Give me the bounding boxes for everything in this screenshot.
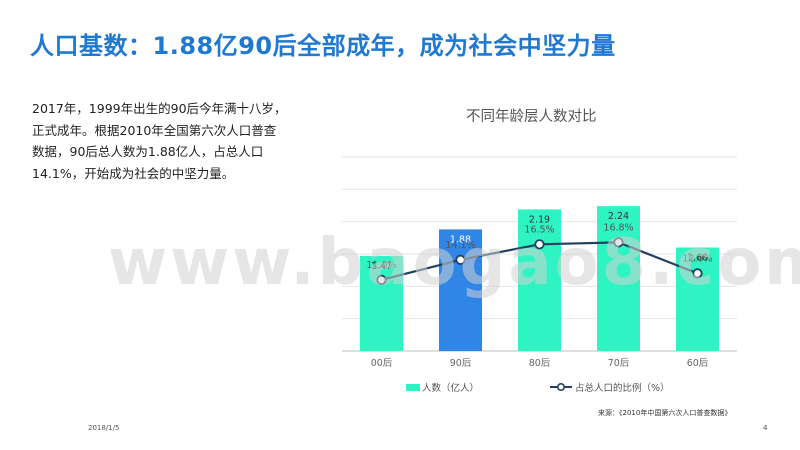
chart-title: 不同年龄层人数对比 [466,109,597,125]
x-tick-label: 70后 [608,358,630,369]
line-data-label: 16.5% [524,224,554,235]
bar-data-label: 2.24 [608,211,629,222]
x-tick-label: 60后 [687,358,709,369]
line-data-label: 16.8% [603,222,633,233]
page-number: 4 [763,424,768,432]
x-tick-label: 80后 [529,358,551,369]
bar [360,255,403,351]
line-data-label: 14.1% [445,240,475,251]
line-data-label: 12.0% [682,253,712,264]
bar [597,206,640,351]
line-point [613,237,624,248]
line-point [455,254,466,265]
slide-date: 2018/1/5 [88,424,120,432]
line-point [376,274,387,285]
line-data-label: 11.0% [366,260,396,271]
x-tick-label: 90后 [450,358,472,369]
legend-bar-label: 人数（亿人） [422,383,480,394]
body-line: 2017年，1999年出生的90后今年满十八岁， [32,101,287,116]
body-text: 2017年，1999年出生的90后今年满十八岁， 正式成年。根据2010年全国第… [32,98,302,184]
legend-bar-series: 人数（亿人） [406,380,479,394]
bar-data-label: 1.47 [371,261,392,272]
bar-data-label: 2.19 [529,214,550,225]
bar [439,229,482,351]
slide-title: 人口基数：1.88亿90后全部成年，成为社会中坚力量 [30,32,616,60]
bar-data-label: 1.60 [687,253,708,264]
legend-line-series: 占总人口的比例（%） [550,380,670,394]
legend-bar-swatch [406,383,420,391]
body-line: 数据，90后总人数为1.88亿人，占总人口 [32,144,264,159]
body-line: 正式成年。根据2010年全国第六次人口普查 [32,122,277,138]
source-note: 来源：《2010年中国第六次人口普查数据》 [598,409,732,417]
line-point [534,239,545,250]
bar [518,209,561,351]
x-tick-label: 00后 [371,358,393,369]
bar-data-label: 1.88 [450,234,471,245]
bar [676,247,719,351]
line-point [692,268,703,279]
legend-line-label: 占总人口的比例（%） [575,383,670,394]
legend-line-marker [550,382,572,392]
body-line: 14.1%，开始成为社会的中坚力量。 [32,165,235,181]
